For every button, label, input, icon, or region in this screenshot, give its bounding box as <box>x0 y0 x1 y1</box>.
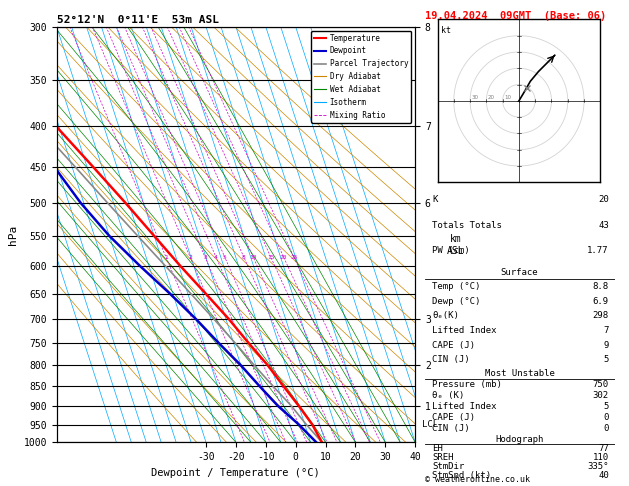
Text: CIN (J): CIN (J) <box>432 355 470 364</box>
Text: 15: 15 <box>267 255 275 260</box>
Text: Hodograph: Hodograph <box>496 435 543 444</box>
Text: Totals Totals: Totals Totals <box>432 221 502 229</box>
Text: CIN (J): CIN (J) <box>432 424 470 434</box>
Y-axis label: hPa: hPa <box>8 225 18 244</box>
Text: 110: 110 <box>593 453 609 462</box>
Text: 8.8: 8.8 <box>593 282 609 291</box>
Text: 7: 7 <box>603 326 609 335</box>
Legend: Temperature, Dewpoint, Parcel Trajectory, Dry Adiabat, Wet Adiabat, Isotherm, Mi: Temperature, Dewpoint, Parcel Trajectory… <box>311 31 411 122</box>
Text: 750: 750 <box>593 380 609 389</box>
Text: StmDir: StmDir <box>432 462 464 471</box>
Text: 20: 20 <box>488 95 495 100</box>
Text: Temp (°C): Temp (°C) <box>432 282 481 291</box>
Text: 9: 9 <box>603 341 609 349</box>
Text: 4: 4 <box>214 255 218 260</box>
Text: 0: 0 <box>603 424 609 434</box>
Text: Surface: Surface <box>501 268 538 277</box>
Text: StmSpd (kt): StmSpd (kt) <box>432 471 491 480</box>
Text: Pressure (mb): Pressure (mb) <box>432 380 502 389</box>
Text: 25: 25 <box>290 255 298 260</box>
Text: 43: 43 <box>598 221 609 229</box>
Text: θₑ(K): θₑ(K) <box>432 312 459 320</box>
Text: 5: 5 <box>603 402 609 411</box>
Text: 1: 1 <box>164 255 168 260</box>
Text: 3: 3 <box>203 255 207 260</box>
Text: PW (cm): PW (cm) <box>432 246 470 256</box>
Text: 302: 302 <box>593 391 609 400</box>
Text: 2: 2 <box>188 255 192 260</box>
Text: EH: EH <box>432 444 443 453</box>
Text: Dewp (°C): Dewp (°C) <box>432 297 481 306</box>
Text: 77: 77 <box>598 444 609 453</box>
Text: 40: 40 <box>598 471 609 480</box>
Text: 10: 10 <box>504 95 511 100</box>
Text: 19.04.2024  09GMT  (Base: 06): 19.04.2024 09GMT (Base: 06) <box>425 11 606 21</box>
Text: kt: kt <box>441 26 451 35</box>
Text: 20: 20 <box>280 255 287 260</box>
Text: 335°: 335° <box>587 462 609 471</box>
Text: 8: 8 <box>242 255 246 260</box>
Text: 298: 298 <box>593 312 609 320</box>
Text: 52°12'N  0°11'E  53m ASL: 52°12'N 0°11'E 53m ASL <box>57 15 219 25</box>
Text: 20: 20 <box>598 194 609 204</box>
Text: 10: 10 <box>250 255 257 260</box>
Text: CAPE (J): CAPE (J) <box>432 413 475 422</box>
Text: 6.9: 6.9 <box>593 297 609 306</box>
Text: 5: 5 <box>223 255 226 260</box>
Y-axis label: km
ASL: km ASL <box>447 235 465 256</box>
Text: 5: 5 <box>603 355 609 364</box>
Text: θₑ (K): θₑ (K) <box>432 391 464 400</box>
X-axis label: Dewpoint / Temperature (°C): Dewpoint / Temperature (°C) <box>152 468 320 478</box>
Text: CAPE (J): CAPE (J) <box>432 341 475 349</box>
Text: 30: 30 <box>472 95 479 100</box>
Text: Most Unstable: Most Unstable <box>484 369 555 378</box>
Text: SREH: SREH <box>432 453 454 462</box>
Text: K: K <box>432 194 438 204</box>
Text: 1.77: 1.77 <box>587 246 609 256</box>
Text: Lifted Index: Lifted Index <box>432 326 497 335</box>
Text: Lifted Index: Lifted Index <box>432 402 497 411</box>
Text: © weatheronline.co.uk: © weatheronline.co.uk <box>425 474 530 484</box>
Text: LCL: LCL <box>422 420 438 429</box>
Text: 0: 0 <box>603 413 609 422</box>
